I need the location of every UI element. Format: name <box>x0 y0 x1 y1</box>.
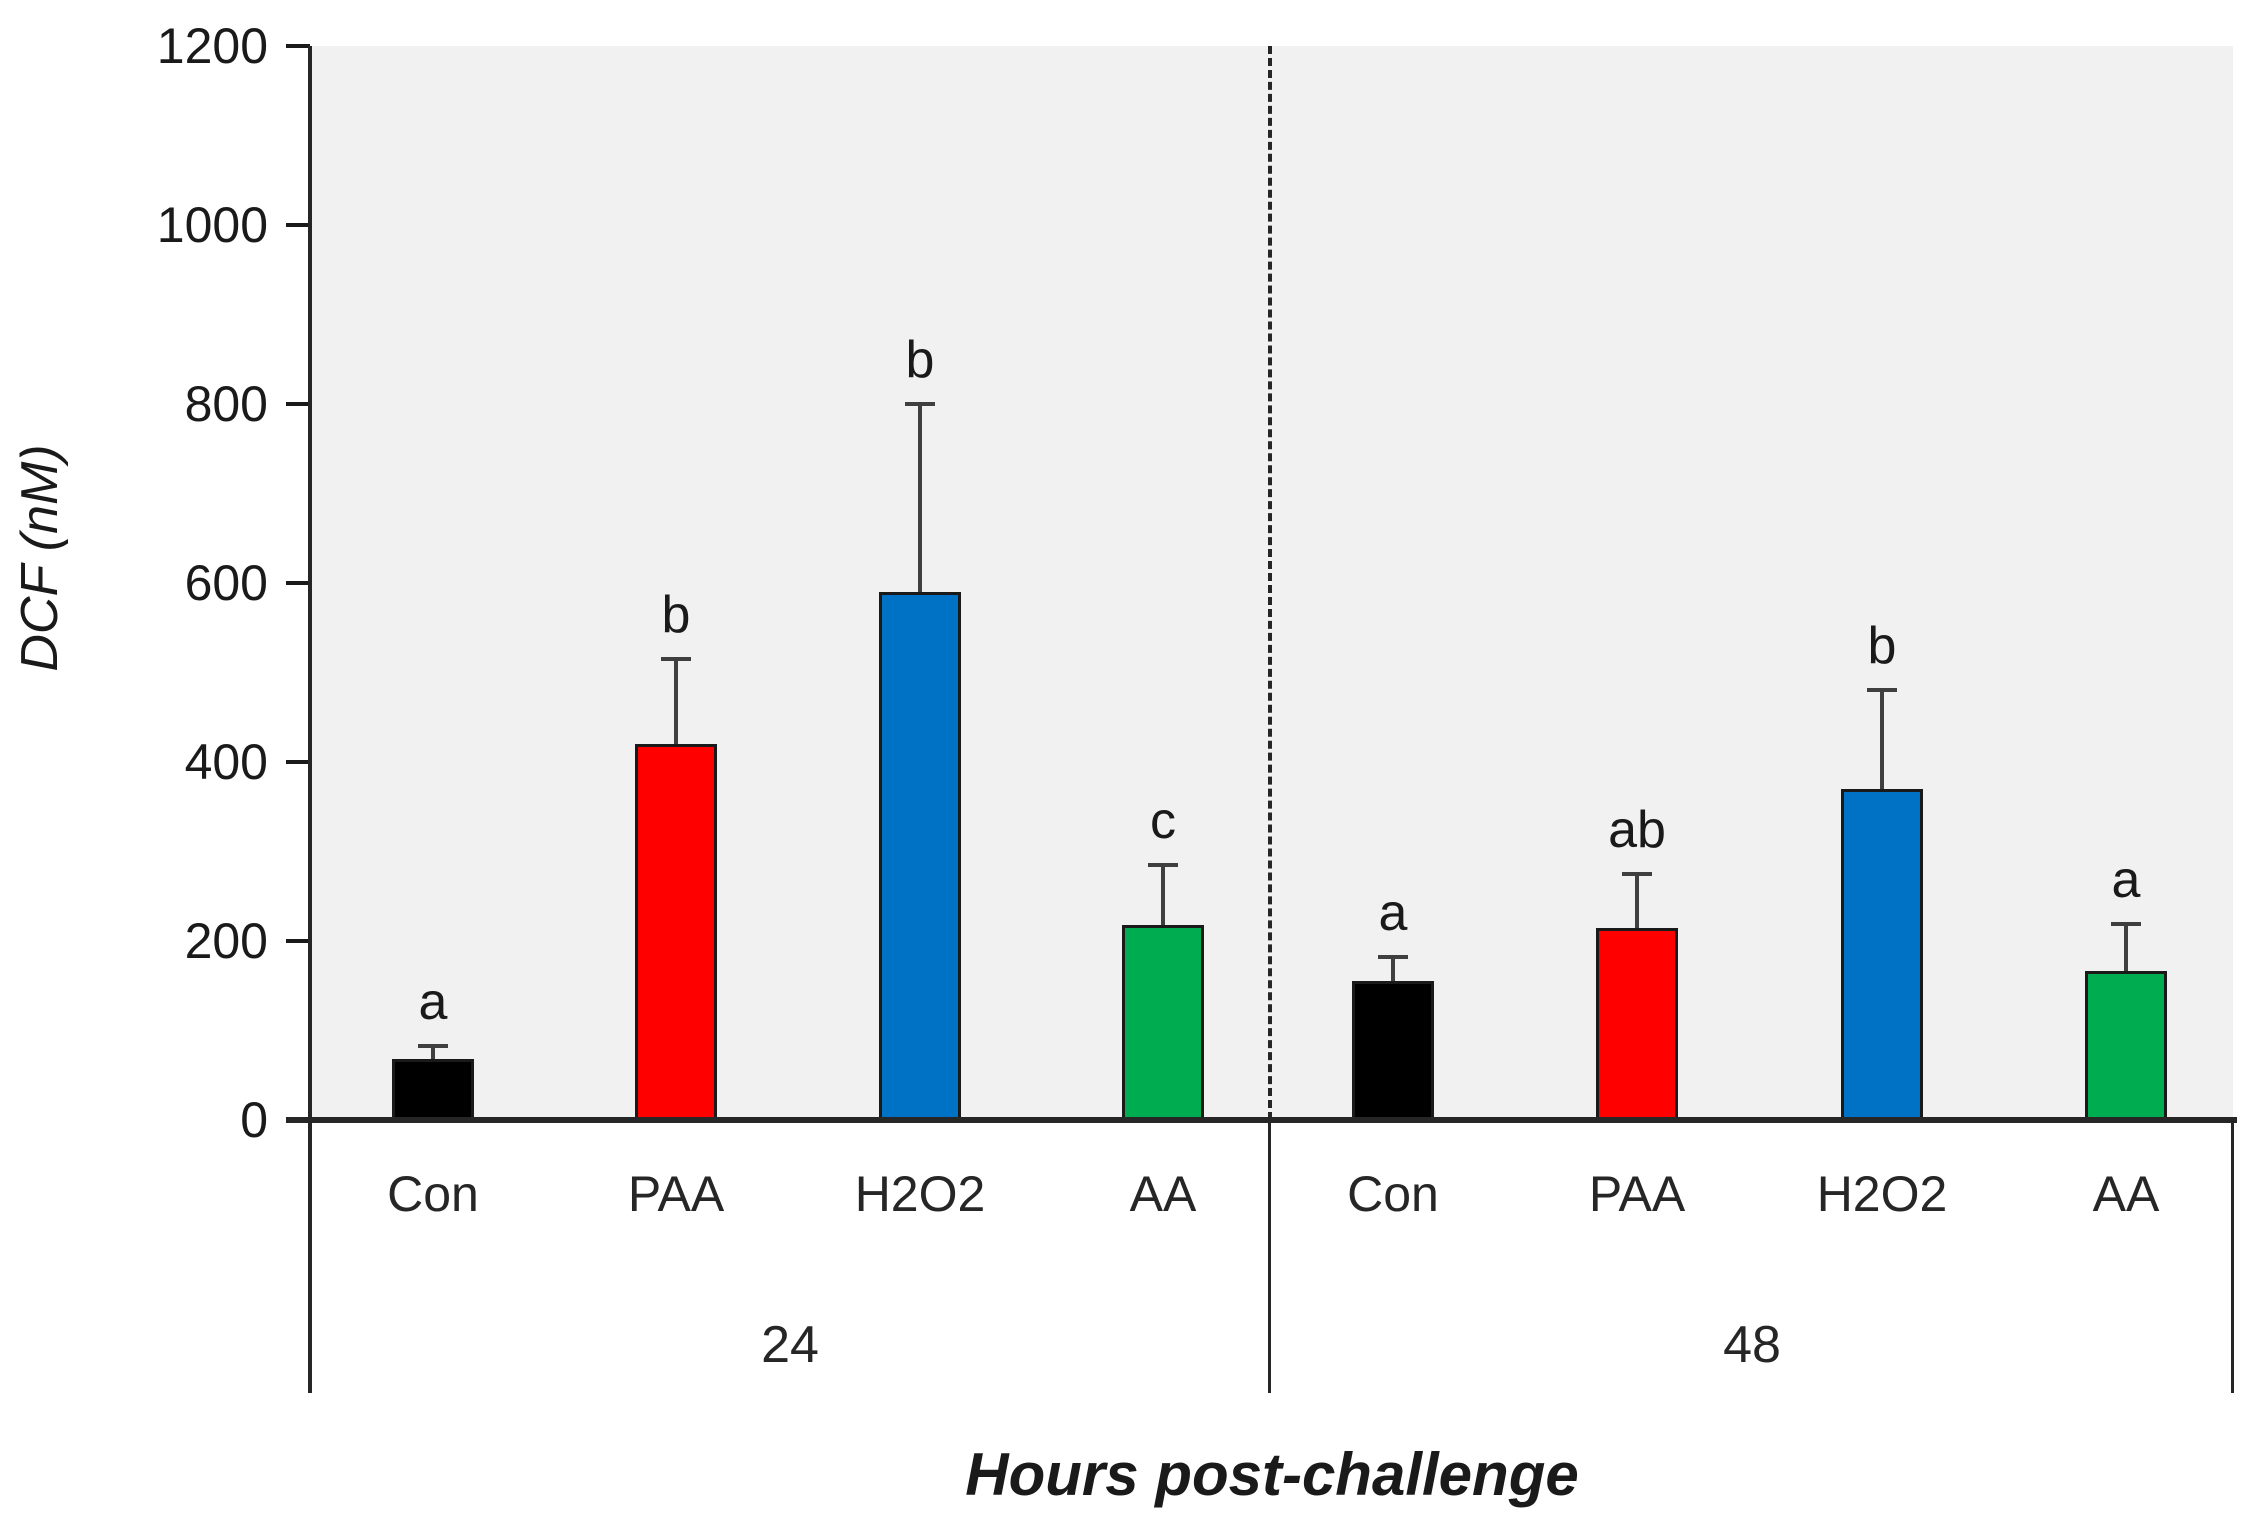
y-axis-title: DCF (nM) <box>11 444 69 672</box>
error-bar-cap-48-h2o2 <box>1867 688 1897 693</box>
category-label-48-h2o2: H2O2 <box>1816 1166 1948 1222</box>
bar-24-paa <box>635 744 717 1120</box>
y-tick-400 <box>286 760 310 764</box>
category-strip-separator-24 <box>1268 1120 1271 1393</box>
error-bar-24-paa <box>674 659 678 744</box>
sig-letter-48-paa: ab <box>1608 800 1666 859</box>
bar-48-h2o2 <box>1841 789 1923 1120</box>
error-bar-cap-48-con <box>1378 955 1408 960</box>
error-bar-24-con <box>431 1045 435 1059</box>
error-bar-24-h2o2 <box>918 404 922 592</box>
x-axis-baseline <box>286 1117 2237 1123</box>
bar-48-con <box>1352 981 1434 1120</box>
y-tick-600 <box>286 581 310 585</box>
category-label-48-aa: AA <box>2092 1166 2160 1222</box>
y-tick-label-800: 800 <box>184 376 268 432</box>
bar-48-aa <box>2085 971 2167 1120</box>
error-bar-cap-24-h2o2 <box>905 402 935 406</box>
sig-letter-48-con: a <box>1378 884 1408 943</box>
category-label-24-con: Con <box>387 1166 479 1222</box>
x-axis-title: Hours post-challenge <box>965 1441 1579 1508</box>
bar-48-paa <box>1596 928 1678 1120</box>
category-label-24-h2o2: H2O2 <box>854 1166 986 1222</box>
y-tick-label-600: 600 <box>184 555 268 611</box>
y-tick-1000 <box>286 223 310 227</box>
category-strip-separator-48 <box>2231 1120 2234 1393</box>
sig-letter-24-h2o2: b <box>905 331 935 389</box>
y-tick-label-0: 0 <box>240 1092 268 1148</box>
category-label-24-aa: AA <box>1129 1166 1197 1222</box>
y-tick-label-400: 400 <box>184 734 268 790</box>
y-tick-label-200: 200 <box>184 913 268 969</box>
sig-letter-48-h2o2: b <box>1867 617 1897 676</box>
sig-letter-48-aa: a <box>2111 850 2141 909</box>
y-tick-800 <box>286 402 310 406</box>
group-divider-dashed-line <box>1268 46 1272 1120</box>
bar-24-h2o2 <box>879 592 961 1120</box>
y-tick-label-1200: 1200 <box>156 18 268 74</box>
y-tick-1200 <box>286 44 310 48</box>
error-bar-48-paa <box>1635 873 1639 928</box>
sig-letter-24-paa: b <box>661 586 691 645</box>
category-label-48-con: Con <box>1347 1166 1439 1222</box>
error-bar-24-aa <box>1161 864 1165 925</box>
y-tick-label-1000: 1000 <box>156 197 268 253</box>
error-bar-cap-24-con <box>418 1043 448 1048</box>
y-axis-line <box>308 46 312 1393</box>
bar-24-con <box>392 1059 474 1120</box>
y-tick-200 <box>286 939 310 943</box>
bar-24-aa <box>1122 925 1204 1120</box>
error-bar-48-aa <box>2124 923 2128 971</box>
category-label-48-paa: PAA <box>1588 1166 1686 1222</box>
sig-letter-24-aa: c <box>1150 791 1176 850</box>
error-bar-48-h2o2 <box>1880 690 1884 789</box>
error-bar-cap-24-aa <box>1148 862 1178 867</box>
error-bar-cap-48-aa <box>2111 921 2141 926</box>
error-bar-cap-24-paa <box>661 657 691 662</box>
sig-letter-24-con: a <box>418 972 448 1031</box>
group-label-24: 24 <box>761 1316 819 1374</box>
error-bar-48-con <box>1391 957 1395 981</box>
category-label-24-paa: PAA <box>627 1166 725 1222</box>
error-bar-cap-48-paa <box>1622 871 1652 876</box>
group-label-48: 48 <box>1723 1316 1781 1374</box>
